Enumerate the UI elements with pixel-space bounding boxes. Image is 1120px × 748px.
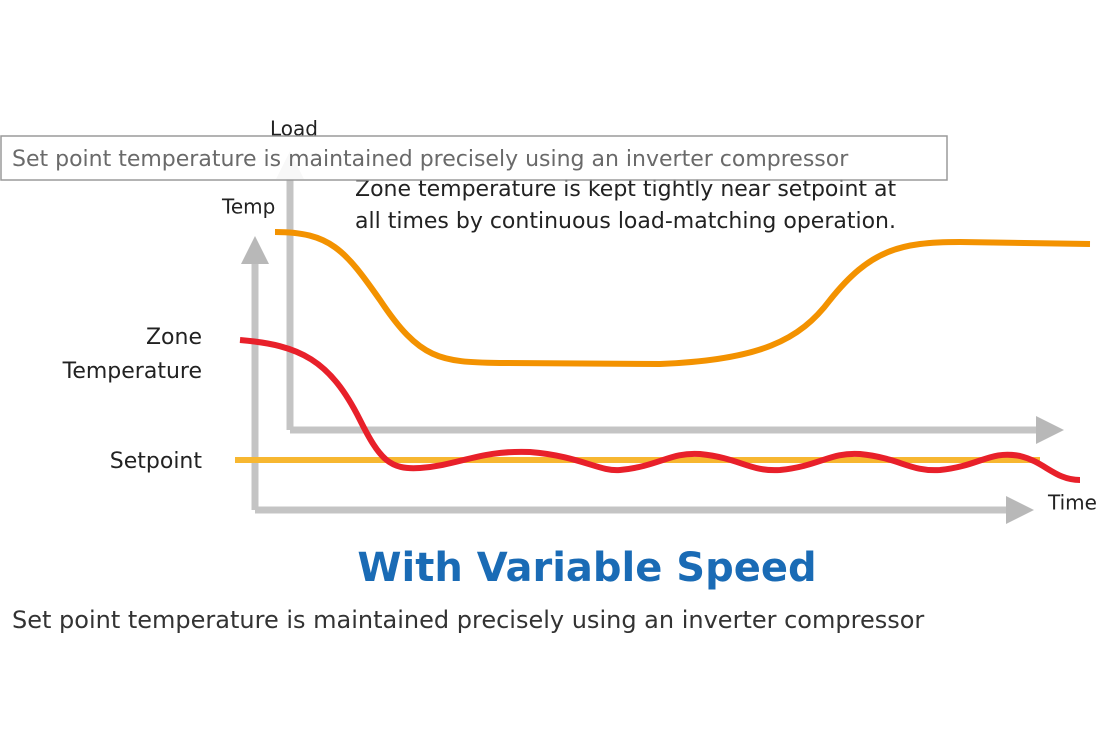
zone-label: Zone (146, 325, 202, 350)
setpoint-label: Setpoint (110, 449, 203, 474)
title: With Variable Speed (357, 545, 816, 591)
temp-label: Temp (221, 195, 275, 219)
note-line: Zone temperature is kept tightly near se… (355, 177, 897, 202)
tooltip-text: Set point temperature is maintained prec… (12, 147, 849, 172)
load-curve (274, 229, 1091, 368)
zone-label: Temperature (62, 359, 202, 384)
caption: Set point temperature is maintained prec… (12, 606, 924, 634)
tooltip-box (0, 135, 948, 181)
zone-temperature-curve (239, 337, 1081, 483)
time-label: Time (1047, 491, 1097, 515)
note-line: all times by continuous load-matching op… (355, 209, 896, 234)
